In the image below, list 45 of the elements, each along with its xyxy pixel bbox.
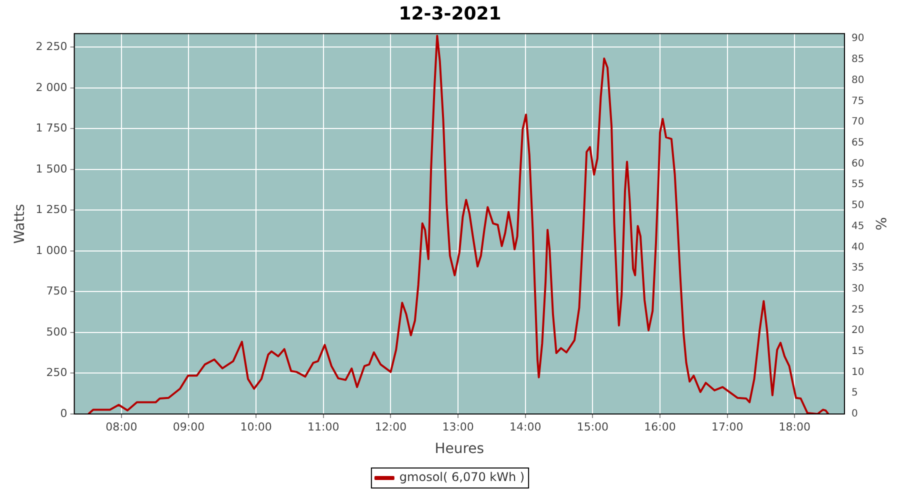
y-tick-label: 250 <box>46 366 68 380</box>
y-axis-title: Watts <box>12 204 28 244</box>
y-tick-label: 1 250 <box>36 203 68 216</box>
y2-tick-label: 60 <box>851 158 864 170</box>
y2-tick-label: 85 <box>851 54 864 66</box>
y2-tick-label: 40 <box>851 242 864 253</box>
x-tick-label: 17:00 <box>711 420 744 434</box>
y2-tick-label: 90 <box>851 33 864 44</box>
y-tick-label: 1 500 <box>36 162 68 176</box>
x-tick-label: 15:00 <box>576 420 609 434</box>
x-axis-title: Heures <box>434 441 484 458</box>
y2-axis-title: % <box>872 217 888 230</box>
x-tick-label: 10:00 <box>240 420 272 434</box>
y2-tick-label: 70 <box>851 116 864 128</box>
y2-tick-label: 50 <box>851 200 864 212</box>
x-tick-label: 12:00 <box>374 420 407 434</box>
y-tick-label: 1 750 <box>36 122 68 135</box>
y2-tick-label: 30 <box>851 283 864 294</box>
y2-tick-label: 45 <box>851 220 864 232</box>
y2-tick-label: 0 <box>851 408 858 420</box>
y-tick-label: 1 000 <box>36 244 68 257</box>
x-tick-label: 08:00 <box>106 420 138 434</box>
x-tick-label: 14:00 <box>510 420 542 434</box>
y-tick-label: 2 000 <box>36 80 68 94</box>
x-tick-label: 18:00 <box>778 420 811 434</box>
y2-tick-label: 25 <box>851 304 864 316</box>
x-tick-label: 11:00 <box>308 420 340 434</box>
y-tick-label: 750 <box>46 284 68 298</box>
y-tick-label: 500 <box>46 325 68 338</box>
x-tick-label: 13:00 <box>442 420 474 434</box>
y-tick-label: 2 250 <box>36 40 68 53</box>
y2-tick-label: 65 <box>851 137 864 148</box>
y2-tick-label: 80 <box>851 74 864 86</box>
x-tick-label: 09:00 <box>172 420 205 434</box>
y2-tick-label: 15 <box>851 346 864 358</box>
chart-title: 12-3-2021 <box>398 3 502 24</box>
y-tick-label: 0 <box>60 406 68 420</box>
y2-tick-label: 35 <box>851 262 864 274</box>
y2-tick-label: 20 <box>851 325 864 336</box>
y2-tick-label: 55 <box>851 179 864 190</box>
y2-tick-label: 75 <box>851 96 864 107</box>
x-tick-label: 16:00 <box>644 420 676 434</box>
y2-tick-label: 10 <box>851 366 864 378</box>
legend-label: gmosol( 6,070 kWh ) <box>399 470 525 484</box>
y2-tick-label: 5 <box>851 388 858 399</box>
